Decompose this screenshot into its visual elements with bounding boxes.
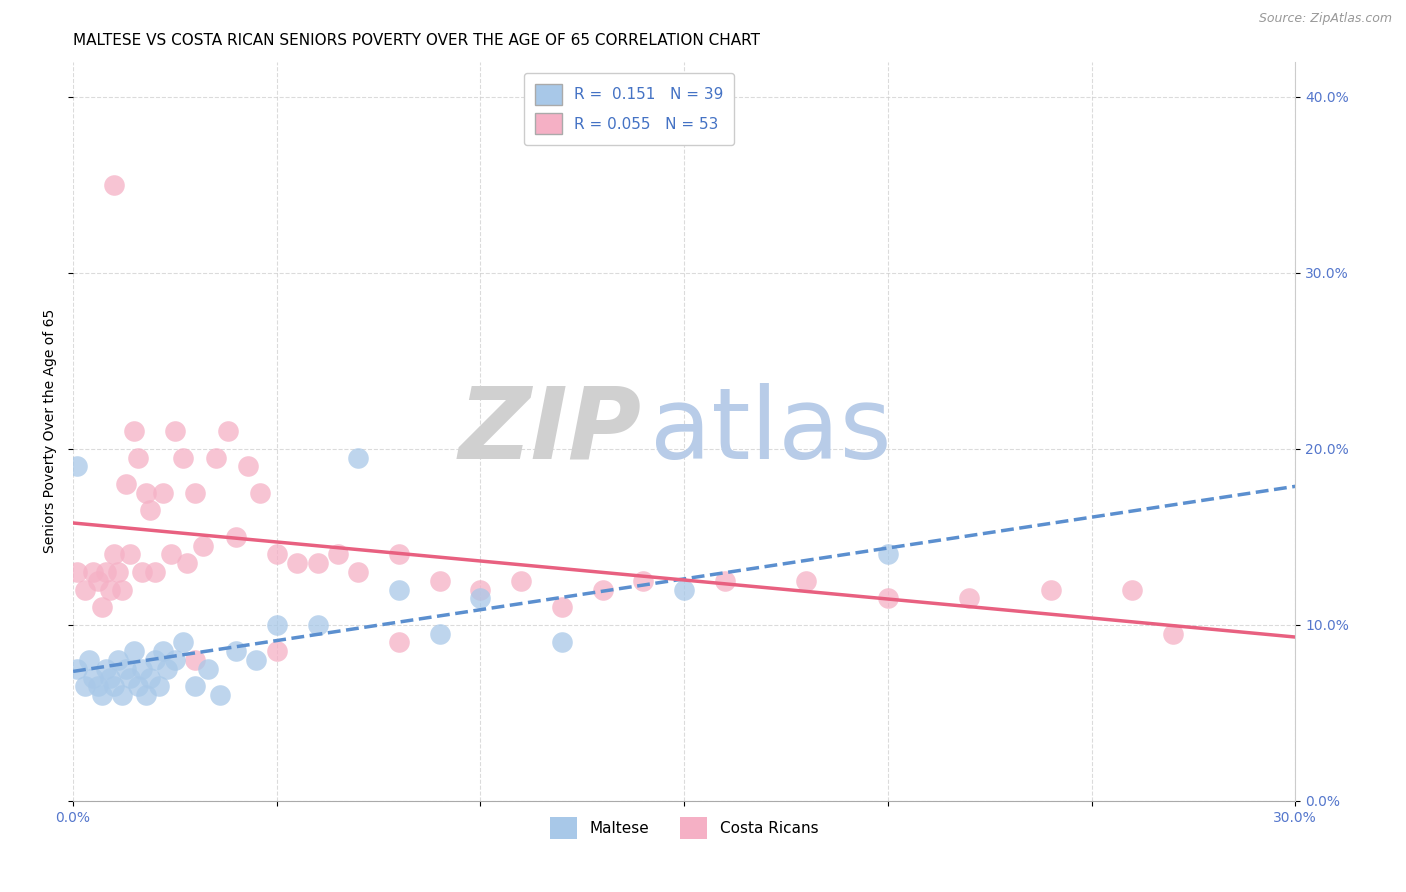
Point <box>163 424 186 438</box>
Point <box>122 644 145 658</box>
Point <box>208 688 231 702</box>
Point <box>714 574 737 588</box>
Point <box>184 680 207 694</box>
Point <box>633 574 655 588</box>
Point <box>796 574 818 588</box>
Point <box>75 680 97 694</box>
Point <box>307 617 329 632</box>
Point <box>876 591 898 606</box>
Point <box>111 688 134 702</box>
Point <box>135 485 157 500</box>
Point <box>1121 582 1143 597</box>
Point <box>75 582 97 597</box>
Point <box>98 582 121 597</box>
Point <box>163 653 186 667</box>
Point <box>1161 626 1184 640</box>
Y-axis label: Seniors Poverty Over the Age of 65: Seniors Poverty Over the Age of 65 <box>44 309 58 553</box>
Point <box>131 565 153 579</box>
Point <box>86 574 108 588</box>
Point <box>143 565 166 579</box>
Text: ZIP: ZIP <box>458 383 641 480</box>
Point <box>307 556 329 570</box>
Point <box>115 477 138 491</box>
Point <box>90 688 112 702</box>
Point <box>131 662 153 676</box>
Point <box>66 565 89 579</box>
Point <box>225 530 247 544</box>
Point <box>172 450 194 465</box>
Point <box>156 662 179 676</box>
Point <box>266 644 288 658</box>
Point <box>172 635 194 649</box>
Point <box>139 503 162 517</box>
Point <box>94 565 117 579</box>
Point <box>111 582 134 597</box>
Point <box>148 680 170 694</box>
Point <box>388 635 411 649</box>
Point <box>107 565 129 579</box>
Text: Source: ZipAtlas.com: Source: ZipAtlas.com <box>1258 12 1392 25</box>
Point <box>103 178 125 192</box>
Point <box>249 485 271 500</box>
Point <box>82 671 104 685</box>
Point <box>127 680 149 694</box>
Point <box>470 591 492 606</box>
Point <box>429 574 451 588</box>
Point <box>79 653 101 667</box>
Point <box>266 617 288 632</box>
Point <box>193 539 215 553</box>
Point <box>90 600 112 615</box>
Point <box>66 459 89 474</box>
Point <box>429 626 451 640</box>
Point <box>86 680 108 694</box>
Point <box>285 556 308 570</box>
Point <box>510 574 533 588</box>
Point <box>876 548 898 562</box>
Point <box>94 662 117 676</box>
Point <box>82 565 104 579</box>
Point <box>347 565 370 579</box>
Text: MALTESE VS COSTA RICAN SENIORS POVERTY OVER THE AGE OF 65 CORRELATION CHART: MALTESE VS COSTA RICAN SENIORS POVERTY O… <box>73 33 761 48</box>
Point <box>115 662 138 676</box>
Legend: Maltese, Costa Ricans: Maltese, Costa Ricans <box>544 811 824 845</box>
Point <box>184 485 207 500</box>
Point <box>217 424 239 438</box>
Point <box>957 591 980 606</box>
Point <box>470 582 492 597</box>
Point <box>66 662 89 676</box>
Point <box>103 548 125 562</box>
Point <box>388 582 411 597</box>
Point <box>1039 582 1062 597</box>
Point <box>245 653 267 667</box>
Point <box>176 556 198 570</box>
Point <box>551 635 574 649</box>
Point <box>204 450 226 465</box>
Point <box>120 671 142 685</box>
Point <box>120 548 142 562</box>
Point <box>673 582 696 597</box>
Point <box>152 644 174 658</box>
Point <box>122 424 145 438</box>
Text: atlas: atlas <box>650 383 891 480</box>
Point <box>225 644 247 658</box>
Point <box>127 450 149 465</box>
Point <box>326 548 349 562</box>
Point <box>551 600 574 615</box>
Point <box>197 662 219 676</box>
Point <box>139 671 162 685</box>
Point <box>98 671 121 685</box>
Point <box>266 548 288 562</box>
Point <box>238 459 260 474</box>
Point <box>135 688 157 702</box>
Point <box>143 653 166 667</box>
Point <box>107 653 129 667</box>
Point <box>152 485 174 500</box>
Point <box>103 680 125 694</box>
Point <box>592 582 614 597</box>
Point <box>160 548 183 562</box>
Point <box>388 548 411 562</box>
Point <box>184 653 207 667</box>
Point <box>347 450 370 465</box>
